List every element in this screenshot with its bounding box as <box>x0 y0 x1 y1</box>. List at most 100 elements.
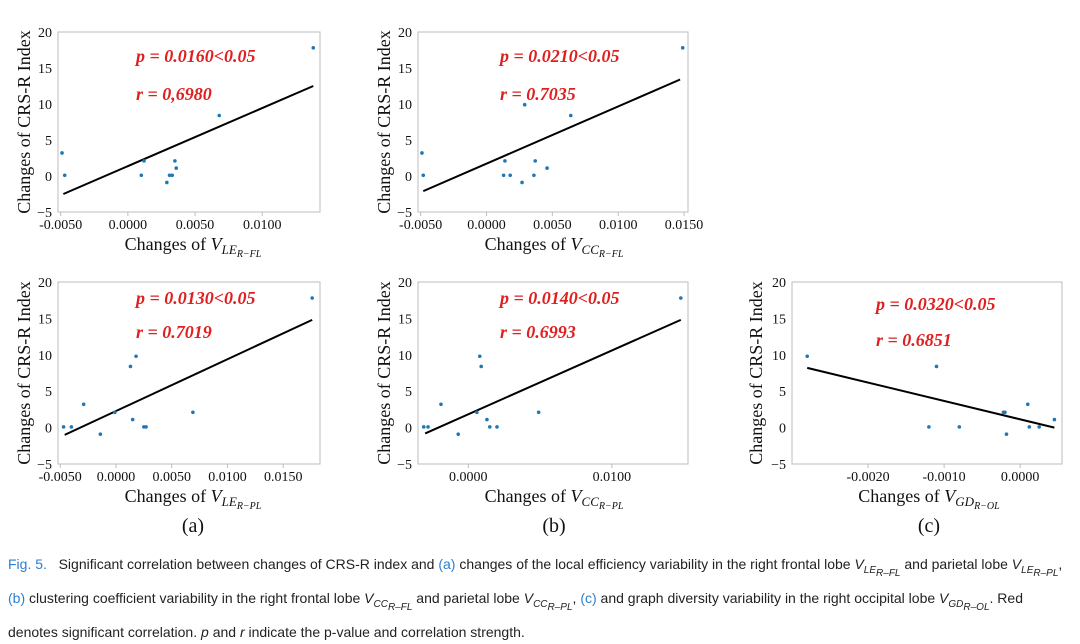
data-point <box>426 425 430 429</box>
x-tick-label: 0.0000 <box>1001 470 1040 485</box>
data-point <box>311 46 316 50</box>
x-tick-label: 0.0050 <box>176 218 215 233</box>
y-tick-label: 0 <box>405 170 412 185</box>
data-point <box>421 173 426 178</box>
panel-label: (a) <box>182 515 204 537</box>
data-point <box>488 425 492 429</box>
y-tick-label: 15 <box>38 62 52 77</box>
x-tick-label: 0.0100 <box>243 218 282 233</box>
x-tick-label: -0.0050 <box>39 218 82 233</box>
y-tick-label: −5 <box>37 206 52 221</box>
caption-fig-label: Fig. 5. <box>8 556 47 572</box>
y-tick-label: 20 <box>772 276 786 291</box>
x-tick-label: 0.0000 <box>449 470 488 485</box>
x-tick-label: 0.0100 <box>208 470 247 485</box>
data-point <box>62 173 67 178</box>
fit-line <box>64 318 313 436</box>
data-point <box>680 46 685 50</box>
p-value-label: p = 0.0320<0.05 <box>874 294 996 314</box>
data-point <box>128 364 133 369</box>
caption-text: indicate the p-value and correlation str… <box>248 623 525 640</box>
data-point <box>536 410 541 415</box>
data-point <box>545 166 549 170</box>
caption-text: changes of the local efficiency variabil… <box>459 556 851 572</box>
data-point <box>217 113 222 118</box>
p-value-label: p = 0.0210<0.05 <box>498 46 620 66</box>
y-tick-label: 15 <box>398 312 412 327</box>
data-point <box>1004 432 1009 436</box>
data-point <box>495 425 499 429</box>
data-point <box>477 354 482 359</box>
caption-ref-b[interactable]: (b) <box>8 589 26 606</box>
r-value-label: r = 0.7019 <box>136 322 212 342</box>
y-tick-label: 0 <box>779 422 786 437</box>
caption-var: VCCR–PL <box>523 589 573 613</box>
x-tick-label: -0.0050 <box>399 218 442 233</box>
caption-ref-c[interactable]: (c) <box>580 589 597 606</box>
caption-text: and parietal lobe <box>416 589 520 606</box>
plot-frame-c <box>791 281 1063 465</box>
x-axis-label: Changes of VLER−PL <box>125 486 262 512</box>
x-tick-label: 0.0000 <box>97 470 136 485</box>
x-tick-label: -0.0050 <box>39 470 82 485</box>
x-axis-label: Changes of VCCR−PL <box>485 486 624 512</box>
y-tick-label: 20 <box>398 26 412 41</box>
y-tick-label: 10 <box>772 349 786 364</box>
plot-frame-b-top <box>417 31 689 213</box>
data-point <box>485 417 489 422</box>
data-point <box>456 432 461 436</box>
caption-text: clustering coefficient variability in th… <box>29 589 361 606</box>
y-axis-label: Changes of CRS-R Index <box>14 281 34 465</box>
data-point <box>130 417 135 422</box>
data-point <box>1003 410 1007 415</box>
plot-frame-a-bottom <box>57 281 321 465</box>
data-point <box>1025 402 1030 407</box>
caption-var: VLER–FL <box>854 556 901 579</box>
r-value-label: r = 0.6993 <box>500 322 576 342</box>
data-point <box>533 159 538 163</box>
data-point <box>420 151 424 155</box>
x-tick-label: 0.0150 <box>264 470 303 485</box>
y-tick-label: 20 <box>398 276 412 291</box>
data-point <box>165 180 169 185</box>
y-axis-label: Changes of CRS-R Index <box>374 281 394 465</box>
caption-var: VLER–PL <box>1011 556 1059 579</box>
data-point <box>957 425 962 429</box>
data-point <box>144 425 148 429</box>
x-tick-label: -0.0010 <box>923 470 966 485</box>
caption-ref-a[interactable]: (a) <box>438 556 456 572</box>
data-point <box>167 173 172 178</box>
y-tick-label: 5 <box>405 134 412 149</box>
x-tick-label: 0.0100 <box>593 470 632 485</box>
caption-var: VGDR–OL <box>939 589 990 613</box>
data-point <box>479 364 483 369</box>
data-point <box>98 432 103 436</box>
panel-label: (b) <box>542 515 565 537</box>
caption-text: and graph diversity variability in the r… <box>600 589 936 606</box>
data-point <box>61 425 66 429</box>
data-point <box>501 173 506 178</box>
fit-line <box>62 85 314 195</box>
data-point <box>1052 417 1057 422</box>
data-point <box>142 159 146 163</box>
x-tick-label: 0.0150 <box>665 218 704 233</box>
data-point <box>568 113 573 118</box>
y-tick-label: 0 <box>45 422 52 437</box>
x-tick-label: 0.0050 <box>533 218 572 233</box>
caption-text: Significant correlation between changes … <box>58 556 435 572</box>
y-tick-label: 15 <box>38 312 52 327</box>
plot-frame-b-bottom <box>417 281 689 465</box>
data-point <box>173 159 177 163</box>
y-tick-label: 15 <box>398 62 412 77</box>
data-point <box>503 159 507 163</box>
data-point <box>60 151 64 155</box>
p-value-label: p = 0.0130<0.05 <box>134 288 256 308</box>
y-tick-label: 20 <box>38 276 52 291</box>
y-tick-label: −5 <box>397 458 412 473</box>
caption-text: and <box>212 623 237 640</box>
p-value-label: p = 0.0140<0.05 <box>498 288 620 308</box>
plot-frame-a-top <box>57 31 321 213</box>
data-point <box>310 296 314 300</box>
y-tick-label: 10 <box>398 98 412 113</box>
